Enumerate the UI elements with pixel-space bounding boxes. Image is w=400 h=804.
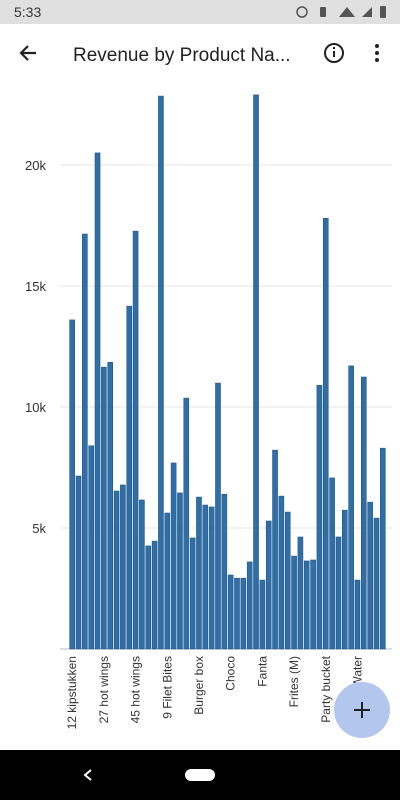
bar [164, 512, 171, 650]
x-tick-label: 45 hot wings [129, 656, 143, 723]
bar [246, 561, 253, 650]
bar [101, 366, 107, 650]
bar [82, 233, 88, 650]
more-button[interactable] [375, 44, 379, 62]
bar [240, 577, 247, 650]
bar [303, 560, 310, 650]
bar [297, 536, 304, 650]
bar [322, 218, 329, 650]
bar [158, 95, 164, 650]
status-icons [296, 6, 386, 18]
bar [234, 577, 240, 650]
bar [145, 545, 152, 650]
x-tick-label: Choco [224, 656, 238, 691]
bar [361, 376, 367, 650]
bar [284, 511, 291, 650]
bar [291, 555, 297, 650]
bar [348, 365, 354, 650]
status-time: 5:33 [14, 4, 41, 20]
bar [126, 305, 133, 650]
bar [342, 509, 348, 650]
bar [202, 504, 209, 650]
x-tick-label: 9 Filet Bites [160, 656, 174, 719]
bar [329, 477, 335, 650]
info-button[interactable] [324, 43, 344, 63]
bar [170, 462, 177, 650]
bar [265, 520, 272, 650]
bar [151, 540, 158, 650]
bar [189, 537, 196, 650]
bar [259, 579, 266, 650]
y-tick-label: 15k [25, 279, 46, 294]
bar [69, 319, 75, 650]
fab[interactable] [334, 682, 390, 738]
bar [354, 579, 361, 650]
bar [253, 94, 259, 650]
bar [215, 382, 221, 650]
bar [196, 496, 202, 650]
x-tick-label: 27 hot wings [97, 656, 111, 723]
bar [221, 493, 228, 650]
x-tick-label: Burger box [192, 656, 206, 715]
bar [367, 501, 373, 650]
nav-back[interactable] [83, 769, 92, 781]
x-tick-label: 12 kipstukken [65, 656, 79, 729]
bar [335, 536, 342, 650]
bar [113, 490, 120, 650]
bar [208, 506, 215, 650]
bar [227, 574, 234, 650]
app-title: Revenue by Product Na... [73, 45, 291, 66]
bar [94, 152, 101, 650]
bar [132, 230, 139, 650]
bar [310, 559, 316, 650]
x-tick-label: Water [350, 656, 364, 688]
bar [139, 499, 145, 650]
y-tick-label: 10k [25, 400, 46, 415]
bar [88, 445, 94, 650]
bar [183, 397, 190, 650]
bar [272, 449, 278, 650]
y-tick-label: 5k [32, 521, 46, 536]
x-tick-label: Fanta [255, 656, 269, 687]
x-tick-label: Party bucket [319, 655, 333, 722]
bar [380, 447, 386, 650]
nav-home[interactable] [185, 769, 215, 781]
bar [316, 384, 323, 650]
bar [177, 492, 183, 650]
bar [75, 475, 82, 650]
bar [120, 484, 126, 650]
bar [373, 517, 380, 650]
x-tick-label: Frites (M) [287, 656, 301, 707]
bar [107, 361, 113, 650]
back-button[interactable] [19, 45, 36, 61]
bar [278, 495, 285, 650]
status-bar [0, 0, 400, 24]
chart: 5k 10k 15k 20k 12 kipstukken 27 hot wings 45 h… [25, 94, 392, 729]
y-tick-label: 20k [25, 158, 46, 173]
